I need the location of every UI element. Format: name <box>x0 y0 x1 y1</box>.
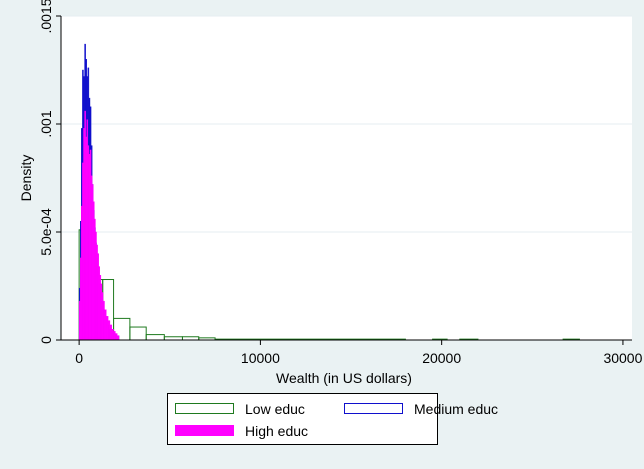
bars <box>78 43 580 341</box>
legend-label-high-educ: High educ <box>245 423 309 439</box>
bar-2-25 <box>107 320 111 341</box>
legend-swatch-high-educ <box>175 425 234 436</box>
y-axis-ticks: 0 5.0e-04 .001 .0015 <box>38 0 61 344</box>
x-tick-label-1: 10000 <box>241 350 280 366</box>
plot-region <box>61 16 632 340</box>
bar-2-22 <box>102 300 105 341</box>
x-tick-label-0: 0 <box>75 350 83 366</box>
legend-label-low-educ: Low educ <box>245 401 305 417</box>
bar-2-30 <box>116 335 120 341</box>
bar-2-29 <box>115 333 118 341</box>
y-tick-label-2: .001 <box>38 110 54 137</box>
x-tick-label-3: 30000 <box>603 350 642 366</box>
y-axis-title: Density <box>18 155 34 202</box>
bar-2-23 <box>104 309 107 341</box>
gridlines <box>61 15 632 233</box>
y-tick-label-3: .0015 <box>38 0 54 34</box>
y-tick-label-0: 0 <box>38 336 54 344</box>
bar-2-26 <box>109 324 112 341</box>
bar-2-24 <box>106 316 109 341</box>
x-axis-title: Wealth (in US dollars) <box>276 370 412 386</box>
x-tick-label-2: 20000 <box>422 350 461 366</box>
legend-swatch-low-educ <box>175 403 234 414</box>
x-axis-ticks: 0 10000 20000 30000 <box>75 340 643 366</box>
legend-label-medium-educ: Medium educ <box>414 401 499 417</box>
bar-2-28 <box>113 331 116 341</box>
legend: Low educ Medium educ High educ <box>167 393 498 445</box>
bar-2-27 <box>111 329 114 341</box>
y-tick-label-1: 5.0e-04 <box>38 208 54 256</box>
legend-swatch-medium-educ <box>344 403 403 414</box>
